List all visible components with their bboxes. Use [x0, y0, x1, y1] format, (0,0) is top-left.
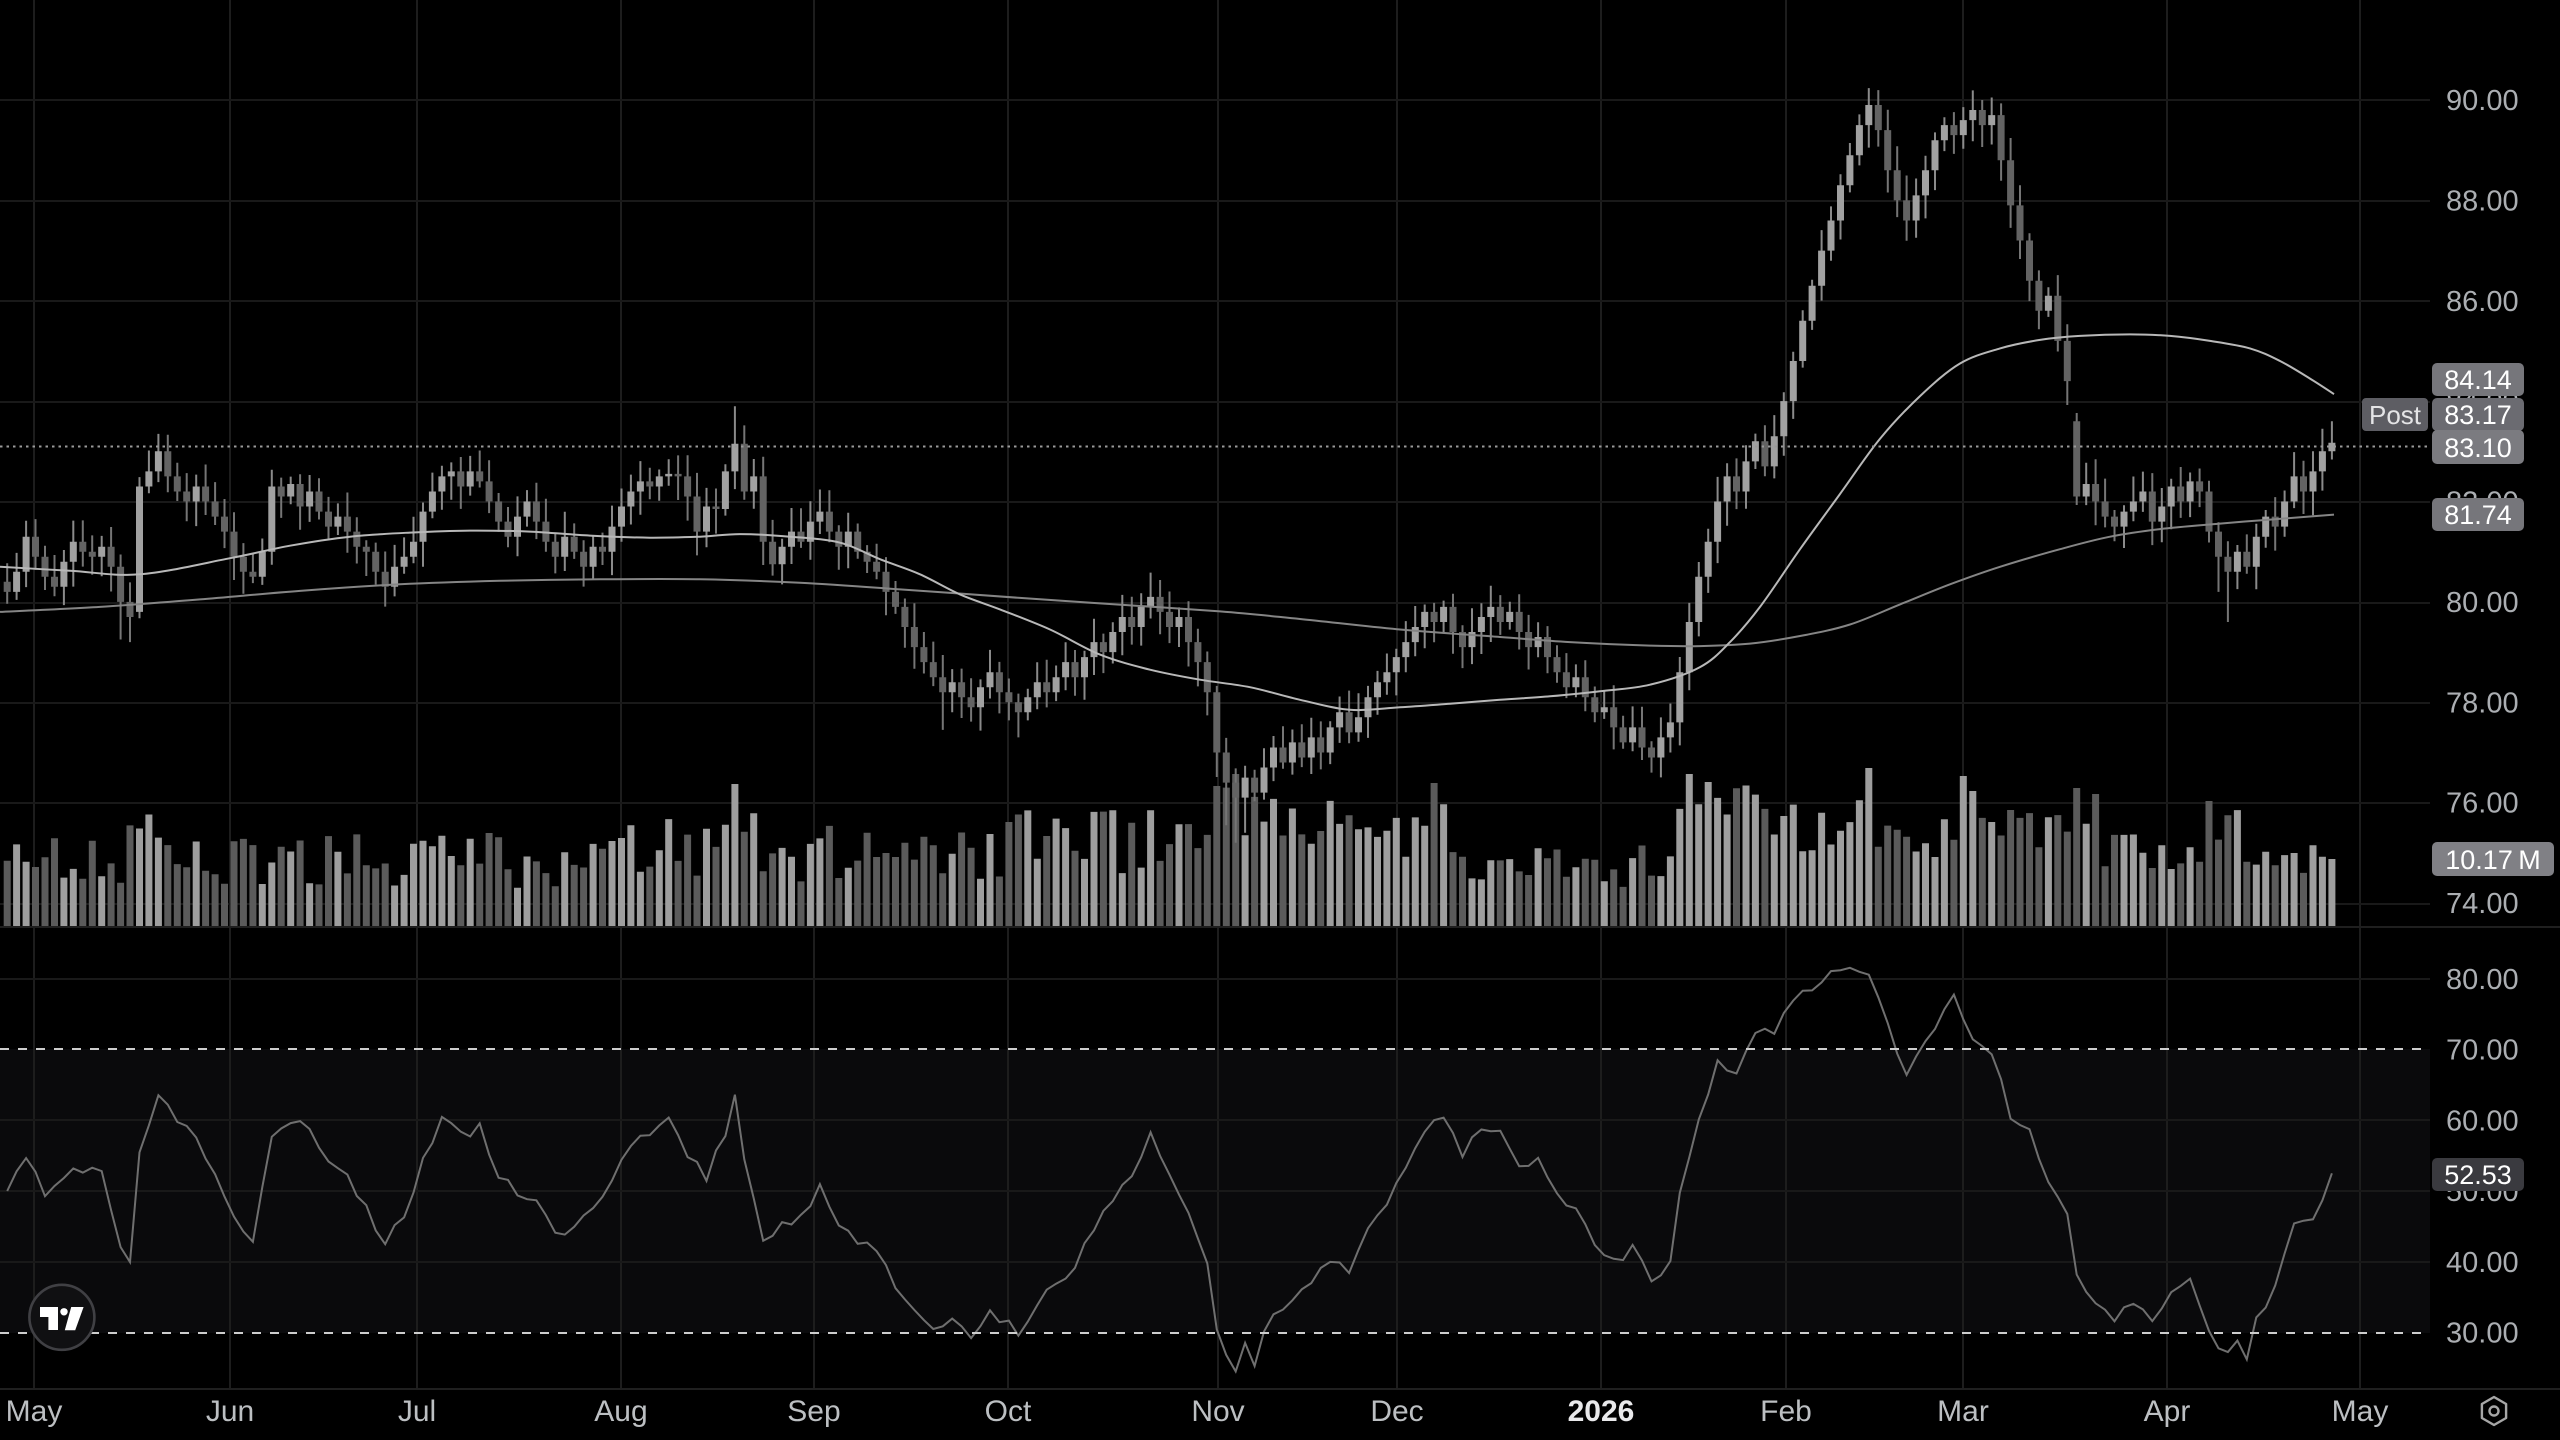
svg-text:Dec: Dec	[1370, 1395, 1423, 1428]
svg-text:83.10: 83.10	[2444, 433, 2512, 463]
svg-text:84.14: 84.14	[2444, 365, 2512, 395]
svg-text:Mar: Mar	[1937, 1395, 1989, 1428]
svg-text:Jul: Jul	[398, 1395, 436, 1428]
svg-text:60.00: 60.00	[2446, 1105, 2519, 1137]
svg-text:76.00: 76.00	[2446, 788, 2519, 820]
svg-text:May: May	[2332, 1395, 2389, 1428]
svg-text:Jun: Jun	[206, 1395, 254, 1428]
svg-text:74.00: 74.00	[2446, 888, 2519, 920]
svg-text:Oct: Oct	[985, 1395, 1032, 1428]
svg-text:86.00: 86.00	[2446, 286, 2519, 318]
svg-text:Post: Post	[2369, 400, 2422, 430]
svg-text:Feb: Feb	[1760, 1395, 1812, 1428]
svg-text:83.17: 83.17	[2444, 400, 2512, 430]
svg-text:2026: 2026	[1568, 1395, 1635, 1428]
svg-text:May: May	[6, 1395, 63, 1428]
svg-text:80.00: 80.00	[2446, 964, 2519, 996]
svg-text:Sep: Sep	[787, 1395, 840, 1428]
svg-text:52.53: 52.53	[2444, 1160, 2512, 1190]
svg-text:Nov: Nov	[1191, 1395, 1244, 1428]
svg-text:Apr: Apr	[2144, 1395, 2191, 1428]
svg-text:30.00: 30.00	[2446, 1318, 2519, 1350]
svg-text:90.00: 90.00	[2446, 85, 2519, 117]
svg-text:10.17 M: 10.17 M	[2445, 845, 2540, 875]
svg-text:70.00: 70.00	[2446, 1035, 2519, 1067]
svg-text:78.00: 78.00	[2446, 687, 2519, 719]
svg-text:80.00: 80.00	[2446, 587, 2519, 619]
svg-text:81.74: 81.74	[2444, 500, 2512, 530]
svg-text:Aug: Aug	[594, 1395, 647, 1428]
svg-text:88.00: 88.00	[2446, 185, 2519, 217]
svg-text:40.00: 40.00	[2446, 1247, 2519, 1279]
